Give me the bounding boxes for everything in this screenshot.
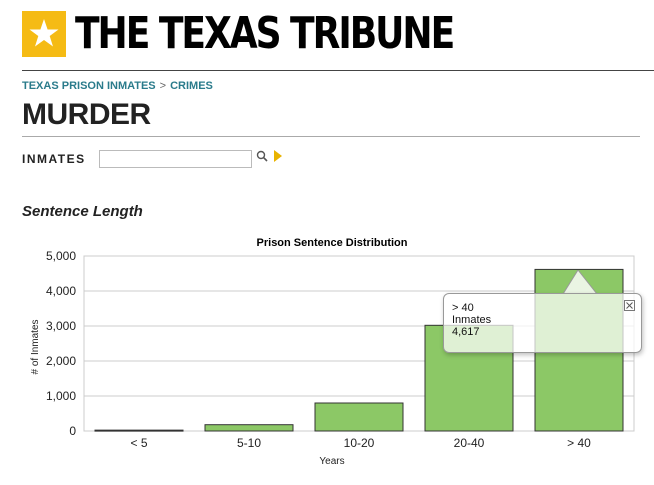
chart-title: Prison Sentence Distribution [257,237,408,249]
masthead[interactable]: THE TEXAS TRIBUNE [22,10,536,58]
close-icon[interactable] [624,300,635,311]
bar[interactable] [204,424,294,432]
tooltip-value: 4,617 [452,326,480,338]
x-tick-label: < 5 [130,436,147,450]
page-title: MURDER [22,98,151,131]
sentence-distribution-chart: Prison Sentence Distribution 0 1,000 2,000… [30,237,635,467]
star-logo-icon [22,11,66,57]
tooltip-content: > 40 Inmates 4,617 [452,302,491,338]
bar[interactable] [94,429,184,432]
x-tick-label: 10-20 [344,436,375,450]
bar[interactable] [314,402,404,432]
section-title: Sentence Length [22,203,143,220]
y-axis-ticks: 0 1,000 2,000 3,000 4,000 5,000 [46,249,76,438]
breadcrumb-link-inmates[interactable]: TEXAS PRISON INMATES [22,80,156,92]
x-tick-label: 5-10 [237,436,261,450]
y-tick-label: 1,000 [46,389,76,403]
search-label: INMATES [22,152,86,166]
y-axis-title: # of Inmates [30,319,41,374]
x-tick-label: > 40 [567,436,591,450]
y-tick-label: 2,000 [46,354,76,368]
breadcrumb: TEXAS PRISON INMATES > CRIMES [22,80,213,92]
y-tick-label: 3,000 [46,319,76,333]
tooltip-pointer [563,270,597,295]
x-axis-title: Years [319,456,344,467]
go-arrow-icon[interactable] [274,150,282,162]
y-tick-label: 4,000 [46,284,76,298]
x-axis-ticks: < 5 5-10 10-20 20-40 > 40 [130,436,591,450]
title-divider [22,136,640,137]
y-tick-label: 5,000 [46,249,76,263]
breadcrumb-link-crimes[interactable]: CRIMES [170,80,213,92]
search-input[interactable] [99,150,252,168]
tooltip-category: > 40 [452,302,474,314]
data-tooltip: > 40 Inmates 4,617 [443,293,642,353]
search-icon[interactable] [256,150,269,163]
x-tick-label: 20-40 [454,436,485,450]
breadcrumb-separator: > [159,80,167,92]
brand-wordmark: THE TEXAS TRIBUNE [75,8,455,59]
header-divider [22,70,654,71]
y-tick-label: 0 [69,424,76,438]
tooltip-series: Inmates [452,314,492,326]
